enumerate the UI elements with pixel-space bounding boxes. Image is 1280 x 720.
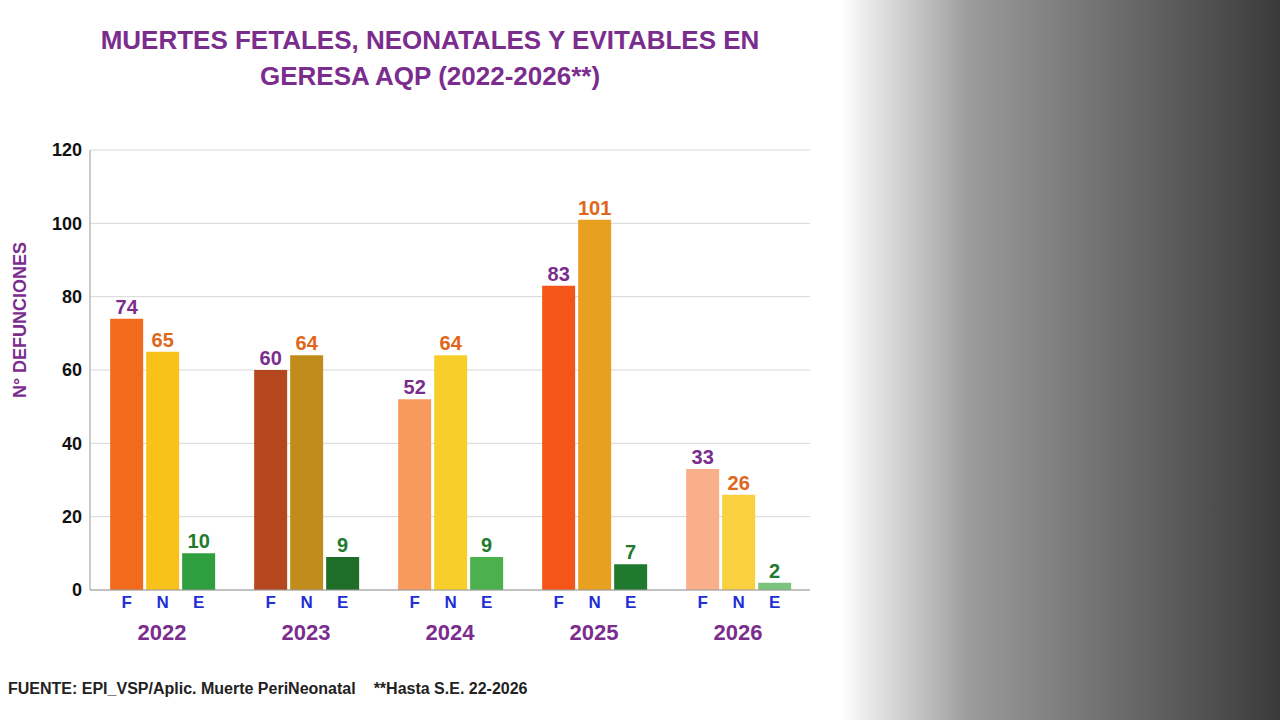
svg-text:7: 7 [625, 541, 636, 563]
svg-text:60: 60 [260, 347, 282, 369]
svg-text:2024: 2024 [426, 620, 476, 645]
svg-text:64: 64 [440, 332, 463, 354]
svg-text:33: 33 [692, 446, 714, 468]
svg-text:E: E [337, 593, 348, 612]
svg-text:2025: 2025 [570, 620, 619, 645]
svg-text:74: 74 [116, 296, 139, 318]
svg-text:65: 65 [152, 329, 174, 351]
svg-text:83: 83 [548, 263, 570, 285]
svg-text:9: 9 [337, 534, 348, 556]
svg-text:F: F [121, 593, 131, 612]
html-text:N° DEFUNCIONES: N° DEFUNCIONES [9, 241, 30, 399]
svg-text:N: N [301, 593, 313, 612]
svg-text:E: E [193, 593, 204, 612]
svg-text:101: 101 [578, 197, 611, 219]
svg-text:F: F [409, 593, 419, 612]
svg-text:2: 2 [769, 560, 780, 582]
svg-text:120: 120 [52, 140, 82, 160]
html-text:MUERTES FETALES, NEONATALES Y: MUERTES FETALES, NEONATALES Y EVITABLES … [100, 25, 760, 91]
svg-text:F: F [697, 593, 707, 612]
svg-text:9: 9 [481, 534, 492, 556]
svg-text:N: N [157, 593, 169, 612]
svg-text:2026: 2026 [714, 620, 763, 645]
svg-text:2022: 2022 [138, 620, 187, 645]
svg-text:80: 80 [62, 287, 82, 307]
html-text:FUENTE: EPI_VSP/Aplic. Muerte: FUENTE: EPI_VSP/Aplic. Muerte PeriNeonat… [8, 680, 356, 697]
svg-text:40: 40 [62, 434, 82, 454]
svg-text:E: E [769, 593, 780, 612]
svg-text:10: 10 [188, 530, 210, 552]
svg-text:E: E [481, 593, 492, 612]
svg-text:52: 52 [404, 376, 426, 398]
svg-text:E: E [625, 593, 636, 612]
svg-text:64: 64 [296, 332, 319, 354]
svg-text:2023: 2023 [282, 620, 331, 645]
svg-text:F: F [553, 593, 563, 612]
svg-text:N: N [733, 593, 745, 612]
svg-text:N: N [589, 593, 601, 612]
svg-text:F: F [265, 593, 275, 612]
svg-text:0: 0 [72, 580, 82, 600]
svg-text:26: 26 [728, 472, 750, 494]
svg-text:N: N [445, 593, 457, 612]
html-text:**Hasta S.E. 22-2026: **Hasta S.E. 22-2026 [373, 680, 528, 697]
svg-text:60: 60 [62, 360, 82, 380]
svg-text:20: 20 [62, 507, 82, 527]
svg-text:100: 100 [52, 214, 82, 234]
